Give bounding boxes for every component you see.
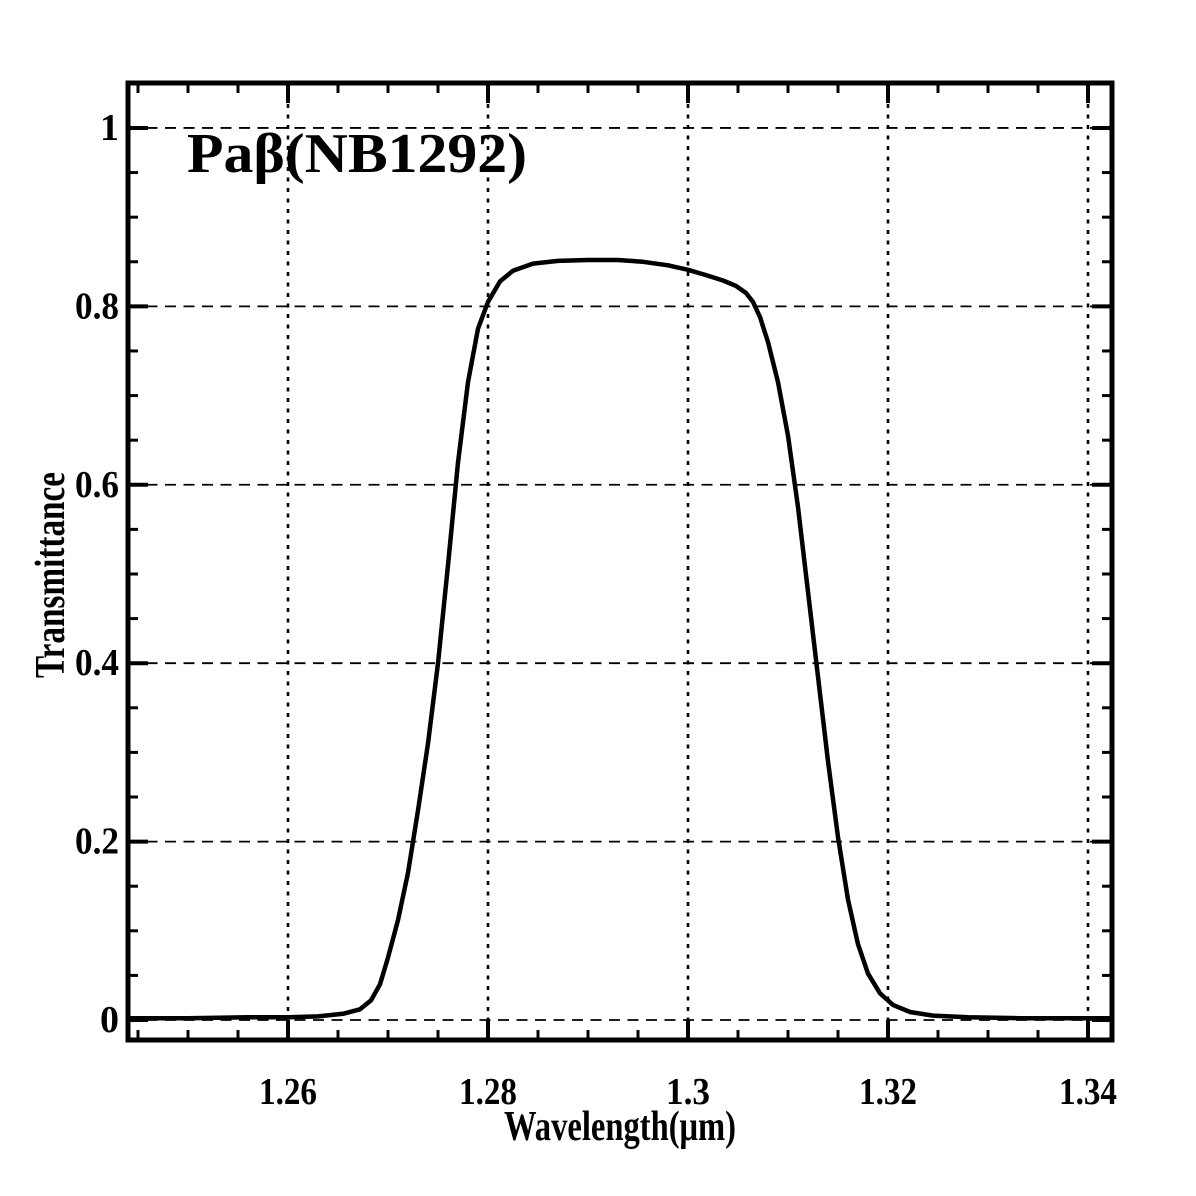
y-tick-label: 0: [100, 999, 119, 1041]
x-tick-label: 1.26: [259, 1071, 317, 1113]
y-tick-label: 0.4: [75, 642, 119, 684]
x-tick-label: 1.34: [1059, 1071, 1117, 1113]
x-tick-label: 1.32: [859, 1071, 917, 1113]
plot-frame: [125, 80, 1115, 1043]
tick-labels: 1.26 1.28 1.3 1.32 1.34 0 0.2 0.4 0.6 0.8 1: [75, 107, 1117, 1113]
y-tick-label: 0.2: [75, 821, 119, 863]
y-tick-label: 0.8: [75, 285, 119, 327]
filter-curve: [125, 257, 1115, 1021]
y-tick-label: 1: [100, 107, 119, 149]
y-axis-label: Transmittance: [28, 472, 74, 678]
x-tick-label: 1.3: [666, 1071, 710, 1113]
y-tick-label: 0.6: [75, 464, 119, 506]
chart-title: Paβ(NB1292): [187, 123, 527, 185]
x-axis-label: Wavelength(μm): [504, 1104, 736, 1150]
axes: [125, 80, 1115, 1043]
filter-transmittance-curve: [125, 257, 1115, 1021]
gridlines: [128, 83, 1112, 1040]
x-tick-label: 1.28: [459, 1071, 517, 1113]
